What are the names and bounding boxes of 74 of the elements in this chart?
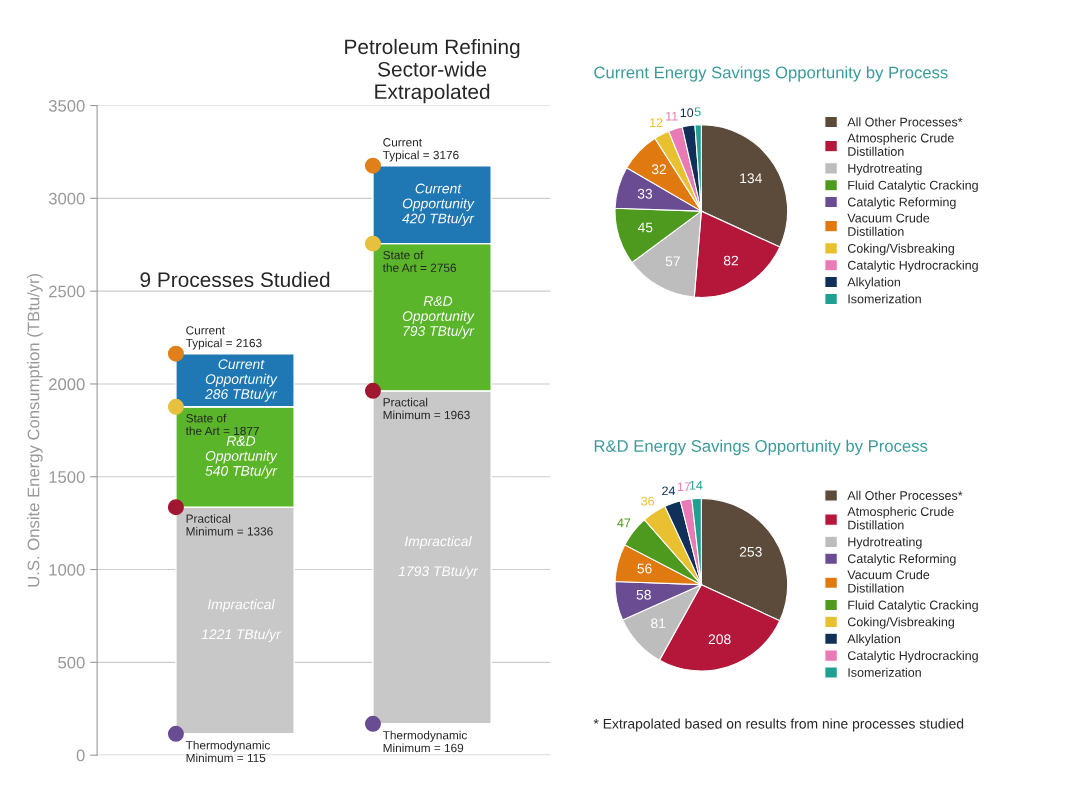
data-label: 253 <box>739 546 762 557</box>
data-label: R&D Opportunity 540 TBtu/yr <box>205 436 278 479</box>
legend-label: Catalytic Reforming <box>847 553 956 566</box>
data-label: 47 <box>617 518 631 528</box>
y-axis-title: U.S. Onsite Energy Consumption (TBtu/yr) <box>27 273 43 587</box>
y-tick-label: 2500 <box>49 285 85 298</box>
data-label: Current Typical = 3176 <box>382 138 459 162</box>
data-label: Current Typical = 2163 <box>185 326 262 350</box>
point <box>364 382 381 399</box>
legend-label: Hydrotreating <box>848 163 922 176</box>
y-tick-label: 1000 <box>49 563 85 576</box>
legend-label: Hydrotreating <box>848 537 922 549</box>
y-tick-label: 500 <box>58 656 85 669</box>
legend-label: Isomerization <box>848 667 921 677</box>
data-label: 58 <box>636 589 651 600</box>
x-tick-label: 9 Processes Studied <box>140 271 330 288</box>
data-label: 24 <box>662 486 676 496</box>
chart-title: Current Energy Savings Opportunity by Process <box>594 66 948 82</box>
data-label: 56 <box>637 563 652 574</box>
text: * Extrapolated based on results from nine processes studied <box>593 718 964 732</box>
legend-label: Coking/Visbreaking <box>847 617 954 629</box>
point <box>167 725 184 742</box>
legend-label: All Other Processes* <box>847 117 963 127</box>
legend-label: Catalytic Hydrocracking <box>847 260 978 273</box>
data-label: State of the Art = 2756 <box>382 250 457 272</box>
point <box>167 345 184 362</box>
data-label: 134 <box>740 173 762 184</box>
data-label: 17 <box>677 482 691 492</box>
data-label: 57 <box>665 256 680 267</box>
legend-label: Catalytic Hydrocracking <box>847 650 978 663</box>
point <box>167 398 184 415</box>
legend-label: Fluid Catalytic Cracking <box>848 180 978 193</box>
legend-label: Catalytic Reforming <box>847 197 956 209</box>
legend-label: Coking/Visbreaking <box>847 243 954 256</box>
legend-label: All Other Processes* <box>847 490 963 500</box>
legend-label: Isomerization <box>848 294 921 304</box>
data-label: 5 <box>694 107 701 117</box>
y-tick-label: 3000 <box>48 192 85 205</box>
data-label: Thermodynamic Minimum = 115 <box>185 740 270 763</box>
data-label: Practical Minimum = 1336 <box>186 514 273 536</box>
data-label: R&D Opportunity 793 TBtu/yr <box>402 296 475 339</box>
legend-label: Alkylation <box>847 277 900 289</box>
data-label: 11 <box>666 111 678 121</box>
data-label: State of the Art = 1877 <box>185 413 259 436</box>
y-tick-label: 1500 <box>49 471 85 483</box>
legend-label: Atmospheric Crude Distillation <box>847 506 954 530</box>
point <box>364 235 381 252</box>
y-tick-label: 2000 <box>49 378 85 391</box>
y-tick-label: 3500 <box>48 99 85 112</box>
legend-label: Vacuum Crude Distillation <box>847 213 930 236</box>
y-tick-label: 0 <box>76 749 85 762</box>
x-tick-label: Petroleum Refining Sector-wide Extrapolated <box>345 38 520 104</box>
legend-label: Alkylation <box>847 633 900 646</box>
point <box>364 715 381 732</box>
data-label: Practical Minimum = 1963 <box>383 397 470 420</box>
data-label: 82 <box>723 255 739 266</box>
point <box>364 157 381 174</box>
data-label: 33 <box>637 188 653 199</box>
data-label: 12 <box>650 118 663 127</box>
legend-label: Atmospheric Crude Distillation <box>847 133 954 156</box>
data-label: Current Opportunity 420 TBtu/yr <box>402 183 475 227</box>
data-label: 45 <box>637 222 653 233</box>
data-label: 10 <box>680 108 694 118</box>
data-label: Current Opportunity 286 TBtu/yr <box>204 359 278 402</box>
data-label: 208 <box>708 634 731 645</box>
point <box>167 499 184 516</box>
data-label: 81 <box>651 618 666 629</box>
data-label: 32 <box>651 164 667 175</box>
legend-label: Fluid Catalytic Cracking <box>848 600 978 612</box>
legend-label: Vacuum Crude Distillation <box>847 569 930 593</box>
data-label: Thermodynamic Minimum = 169 <box>382 730 467 753</box>
chart-title: R&D Energy Savings Opportunity by Process <box>594 439 928 456</box>
data-label: 36 <box>641 496 655 506</box>
data-label: 14 <box>689 481 703 490</box>
